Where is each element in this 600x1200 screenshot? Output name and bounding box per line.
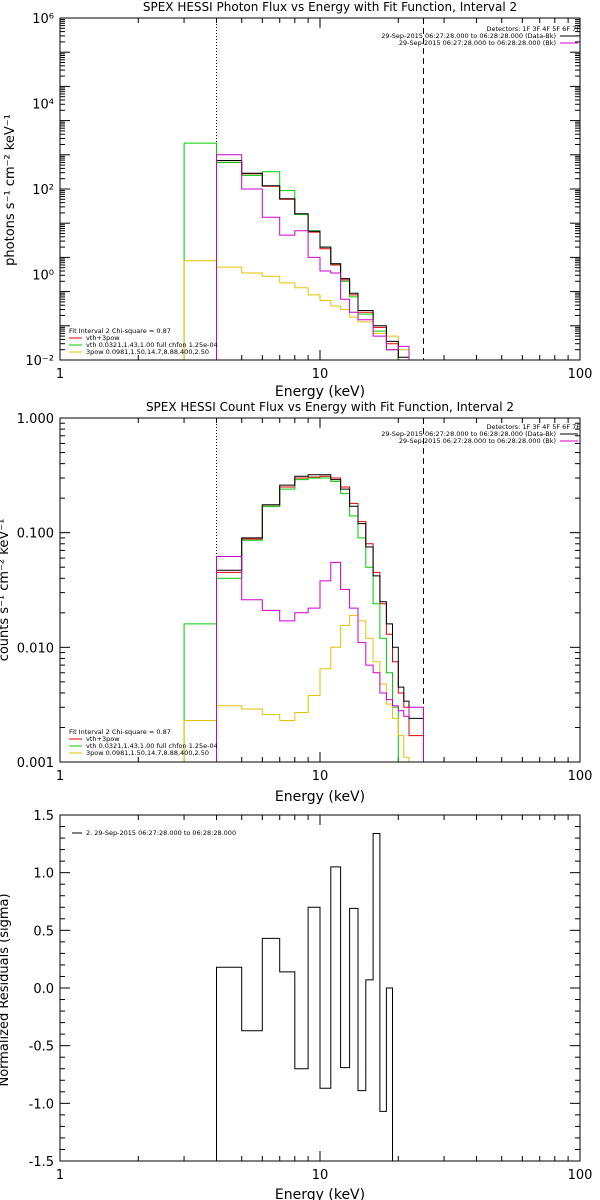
photon-flux-legend-detectors: Detectors: 1F 3F 4F 5F 6F 7F — [486, 25, 580, 33]
series-magenta-histogram — [216, 556, 424, 762]
count-flux-legend-fit: Fit Interval 2 Chi-square = 0.87 — [69, 728, 171, 736]
residuals-axes-frame — [59, 814, 581, 1162]
photon-flux-legend-data-bk: 29-Sep-2015 06:27:28.000 to 06:28:28.000… — [381, 32, 556, 40]
photon-flux-ylabel: photons s⁻¹ cm⁻² keV⁻¹ — [3, 114, 18, 266]
y-tick-label: 10⁰ — [32, 269, 54, 284]
x-tick-label: 10 — [312, 367, 329, 382]
x-tick-label: 100 — [568, 769, 593, 784]
y-tick-label: 1.000 — [17, 412, 54, 427]
y-tick-label: -1.0 — [29, 1097, 54, 1112]
series-black-histogram — [216, 474, 424, 762]
y-tick-label: -0.5 — [29, 1040, 54, 1055]
count-flux-ylabel: counts s⁻¹ cm⁻² keV⁻¹ — [0, 519, 12, 662]
x-tick-label: 1 — [56, 367, 64, 382]
count-flux-legend-bk: 29-Sep-2015 06:27:28.000 to 06:28:28.000… — [399, 437, 556, 445]
x-tick-label: 100 — [568, 1168, 593, 1183]
count-flux-panel: SPEX HESSI Count Flux vs Energy with Fit… — [0, 400, 592, 805]
y-tick-label: 0.5 — [33, 924, 54, 939]
residuals-panel: Normalized Residuals (sigma) Energy (keV… — [0, 809, 592, 1200]
y-tick-label: 10⁻² — [25, 354, 54, 369]
count-flux-legend-detectors: Detectors: 1F 3F 4F 5F 6F 7F — [486, 423, 580, 431]
series-red-histogram — [216, 475, 437, 763]
residuals-ylabel: Normalized Residuals (sigma) — [0, 893, 12, 1086]
count-flux-axes-frame — [59, 417, 581, 763]
photon-flux-panel: SPEX HESSI Photon Flux vs Energy with Fi… — [3, 0, 592, 400]
series-magenta-histogram — [216, 154, 424, 361]
x-tick-label: 1 — [56, 1168, 64, 1183]
count-flux-legend-vth3pow: vth+3pow — [86, 735, 120, 743]
y-tick-label: 10⁴ — [32, 98, 54, 113]
series-green-histogram — [183, 477, 424, 763]
y-tick-label: 10⁶ — [32, 12, 54, 27]
photon-flux-legend-vth3pow: vth+3pow — [86, 334, 120, 342]
photon-flux-axes-frame — [59, 17, 581, 361]
x-tick-label: 10 — [312, 1168, 329, 1183]
count-flux-xlabel: Energy (keV) — [275, 789, 365, 805]
photon-flux-legend-3pow: 3pow 0.0981,1.50,14.7,8.88,400,2.50 — [86, 348, 209, 356]
count-flux-legend-data-bk: 29-Sep-2015 06:27:28.000 to 06:28:28.000… — [381, 430, 556, 438]
x-tick-label: 100 — [568, 367, 593, 382]
x-tick-label: 1 — [56, 769, 64, 784]
series-black-histogram — [216, 833, 393, 1161]
y-tick-label: 1.5 — [33, 809, 54, 824]
photon-flux-legend-vth: vth 0.0321,1.43,1.00 full chfon 1.25e-04 — [86, 341, 218, 349]
y-tick-label: 0.001 — [17, 756, 54, 771]
y-tick-label: 0.100 — [17, 527, 54, 542]
series-yellow-histogram — [183, 614, 437, 763]
count-flux-legend-vth: vth 0.0321,1.43,1.00 full chfon 1.25e-04 — [86, 742, 218, 750]
residuals-xlabel: Energy (keV) — [275, 1187, 365, 1200]
photon-flux-legend-fit: Fit Interval 2 Chi-square = 0.87 — [69, 327, 171, 335]
count-flux-legend-3pow: 3pow 0.0981,1.50,14.7,8.88,400,2.50 — [86, 749, 209, 757]
y-tick-label: 0.0 — [33, 982, 54, 997]
residuals-legend: 2. 29-Sep-2015 06:27:28.000 to 06:28:28.… — [86, 829, 236, 837]
x-tick-label: 10 — [312, 769, 329, 784]
series-yellow-histogram — [183, 260, 437, 361]
y-tick-label: -1.5 — [29, 1155, 54, 1170]
photon-flux-xlabel: Energy (keV) — [275, 384, 365, 400]
series-green-histogram — [183, 142, 424, 361]
y-tick-label: 0.010 — [17, 641, 54, 656]
y-tick-label: 1.0 — [33, 867, 54, 882]
count-flux-title: SPEX HESSI Count Flux vs Energy with Fit… — [146, 400, 514, 414]
photon-flux-title: SPEX HESSI Photon Flux vs Energy with Fi… — [143, 0, 517, 14]
photon-flux-legend-bk: 29-Sep-2015 06:27:28.000 to 06:28:28.000… — [399, 39, 556, 47]
y-tick-label: 10² — [32, 183, 54, 198]
